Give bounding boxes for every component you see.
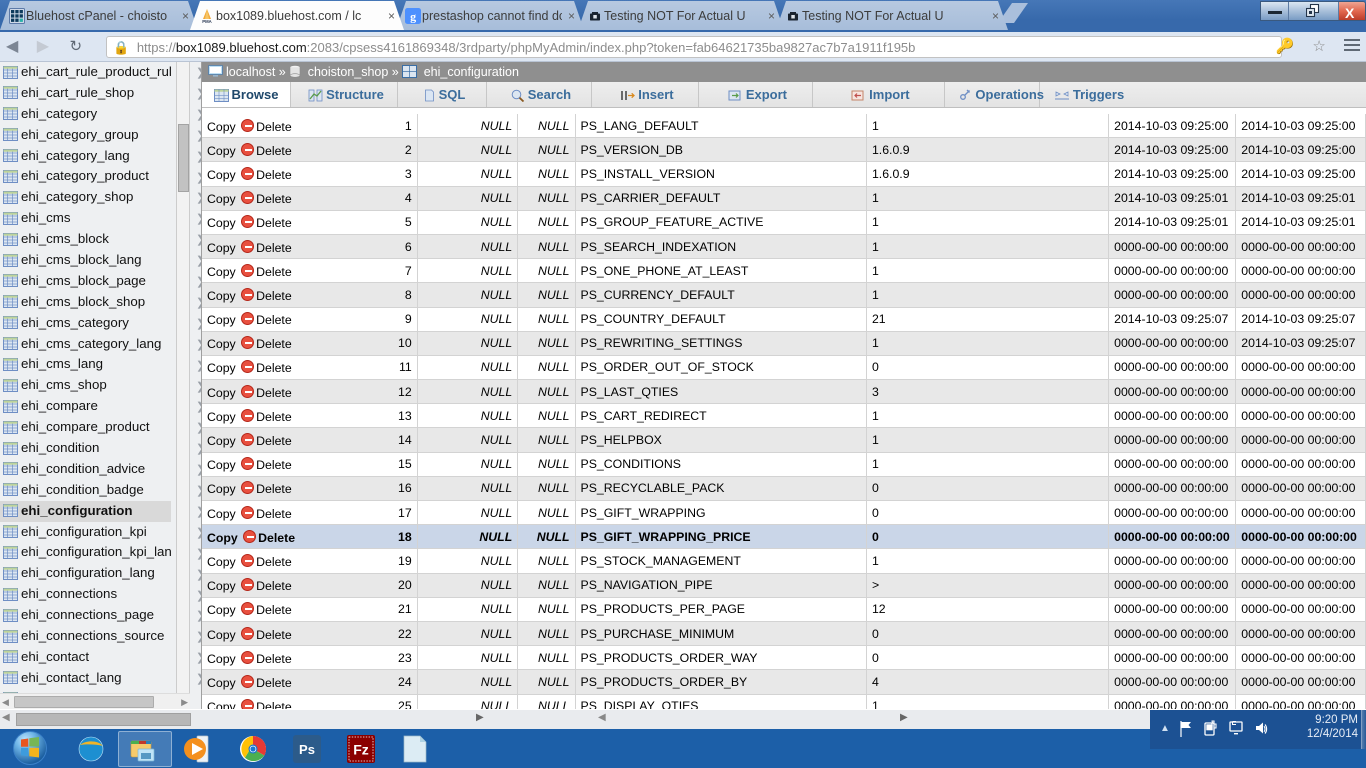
svg-text:Fz: Fz: [353, 742, 369, 758]
svg-text:Ps: Ps: [299, 742, 315, 757]
svg-text:g: g: [410, 9, 416, 23]
svg-text:PMA: PMA: [202, 19, 212, 24]
